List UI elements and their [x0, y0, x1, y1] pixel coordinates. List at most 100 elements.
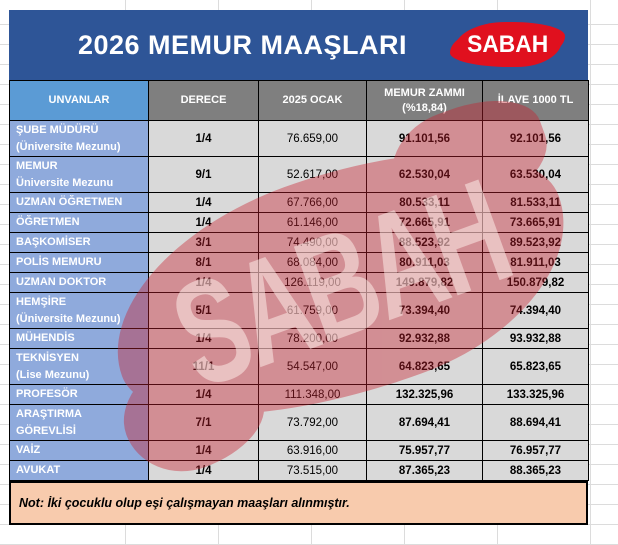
ilave-1000-cell[interactable]: 81.911,03 [482, 252, 589, 273]
table-row: ÖĞRETMEN 1/4 61.146,00 72.665,91 73.665,… [9, 212, 589, 233]
ilave-1000-cell[interactable]: 88.365,23 [482, 460, 589, 481]
memur-zammi-cell[interactable]: 72.665,91 [366, 212, 483, 233]
ilave-1000-cell[interactable]: 81.533,11 [482, 192, 589, 213]
derece-cell[interactable]: 1/4 [148, 440, 259, 461]
ilave-1000-cell[interactable]: 76.957,77 [482, 440, 589, 461]
derece-cell[interactable]: 1/4 [148, 120, 259, 157]
unvan-cell[interactable]: ŞUBE MÜDÜRÜ (Üniversite Mezunu) [9, 120, 149, 157]
memur-zammi-cell[interactable]: 62.530,04 [366, 156, 483, 193]
memur-zammi-cell[interactable]: 80.533,11 [366, 192, 483, 213]
table-row: ŞUBE MÜDÜRÜ (Üniversite Mezunu) 1/4 76.6… [9, 120, 589, 157]
ilave-1000-cell[interactable]: 133.325,96 [482, 384, 589, 405]
table-row: VAİZ 1/4 63.916,00 75.957,77 76.957,77 [9, 440, 589, 461]
ocak-2025-cell[interactable]: 63.916,00 [258, 440, 367, 461]
memur-zammi-cell[interactable]: 91.101,56 [366, 120, 483, 157]
ocak-2025-cell[interactable]: 67.766,00 [258, 192, 367, 213]
memur-zammi-cell[interactable]: 80.911,03 [366, 252, 483, 273]
memur-zammi-cell[interactable]: 87.694,41 [366, 404, 483, 441]
table-row: ARAŞTIRMA GÖREVLİSİ 7/1 73.792,00 87.694… [9, 404, 589, 441]
ocak-2025-cell[interactable]: 76.659,00 [258, 120, 367, 157]
ilave-1000-cell[interactable]: 93.932,88 [482, 328, 589, 349]
column-header-2025-ocak[interactable]: 2025 OCAK [258, 80, 367, 121]
derece-cell[interactable]: 1/4 [148, 192, 259, 213]
table-row: MÜHENDİS 1/4 78.200,00 92.932,88 93.932,… [9, 328, 589, 349]
table-head-row: UNVANLAR DERECE 2025 OCAK MEMUR ZAMMI (%… [9, 80, 589, 121]
column-header-derece[interactable]: DERECE [148, 80, 259, 121]
memur-zammi-cell[interactable]: 92.932,88 [366, 328, 483, 349]
memur-zammi-cell[interactable]: 149.879,82 [366, 272, 483, 293]
memur-zammi-cell[interactable]: 132.325,96 [366, 384, 483, 405]
ocak-2025-cell[interactable]: 74.490,00 [258, 232, 367, 253]
unvan-cell[interactable]: UZMAN ÖĞRETMEN [9, 192, 149, 213]
unvan-cell[interactable]: AVUKAT [9, 460, 149, 481]
table-row: UZMAN DOKTOR 1/4 126.119,00 149.879,82 1… [9, 272, 589, 293]
ilave-1000-cell[interactable]: 65.823,65 [482, 348, 589, 385]
ocak-2025-cell[interactable]: 126.119,00 [258, 272, 367, 293]
derece-cell[interactable]: 1/4 [148, 212, 259, 233]
column-header-memur-zammi[interactable]: MEMUR ZAMMI (%18,84) [366, 80, 483, 121]
table-row: BAŞKOMİSER 3/1 74.490,00 88.523,92 89.52… [9, 232, 589, 253]
salary-sheet: 2026 MEMUR MAAŞLARI SABAH UNVANLAR DEREC… [9, 10, 589, 525]
ilave-1000-cell[interactable]: 63.530,04 [482, 156, 589, 193]
derece-cell[interactable]: 1/4 [148, 384, 259, 405]
derece-cell[interactable]: 1/4 [148, 328, 259, 349]
column-header-unvanlar[interactable]: UNVANLAR [9, 80, 149, 121]
derece-cell[interactable]: 7/1 [148, 404, 259, 441]
memur-zammi-cell[interactable]: 73.394,40 [366, 292, 483, 329]
unvan-cell[interactable]: ARAŞTIRMA GÖREVLİSİ [9, 404, 149, 441]
unvan-cell[interactable]: POLİS MEMURU [9, 252, 149, 273]
unvan-cell[interactable]: ÖĞRETMEN [9, 212, 149, 233]
memur-zammi-cell[interactable]: 64.823,65 [366, 348, 483, 385]
page-title: 2026 MEMUR MAAŞLARI [77, 29, 408, 60]
table-row: TEKNİSYEN (Lise Mezunu) 11/1 54.547,00 6… [9, 348, 589, 385]
table-row: POLİS MEMURU 8/1 68.084,00 80.911,03 81.… [9, 252, 589, 273]
sabah-logo-splatter-icon [454, 22, 562, 67]
ocak-2025-cell[interactable]: 61.759,00 [258, 292, 367, 329]
salary-table: UNVANLAR DERECE 2025 OCAK MEMUR ZAMMI (%… [9, 80, 589, 481]
memur-zammi-cell[interactable]: 75.957,77 [366, 440, 483, 461]
derece-cell[interactable]: 1/4 [148, 272, 259, 293]
unvan-cell[interactable]: VAİZ [9, 440, 149, 461]
table-row: MEMUR Üniversite Mezunu 9/1 52.617,00 62… [9, 156, 589, 193]
ilave-1000-cell[interactable]: 150.879,82 [482, 272, 589, 293]
unvan-cell[interactable]: TEKNİSYEN (Lise Mezunu) [9, 348, 149, 385]
ocak-2025-cell[interactable]: 68.084,00 [258, 252, 367, 273]
derece-cell[interactable]: 5/1 [148, 292, 259, 329]
ilave-1000-cell[interactable]: 73.665,91 [482, 212, 589, 233]
derece-cell[interactable]: 1/4 [148, 460, 259, 481]
table-row: PROFESÖR 1/4 111.348,00 132.325,96 133.3… [9, 384, 589, 405]
sabah-logo-text: SABAH [467, 30, 549, 58]
unvan-cell[interactable]: MEMUR Üniversite Mezunu [9, 156, 149, 193]
table-row: HEMŞİRE (Üniversite Mezunu) 5/1 61.759,0… [9, 292, 589, 329]
sabah-logo: SABAH [454, 22, 562, 67]
ocak-2025-cell[interactable]: 73.792,00 [258, 404, 367, 441]
derece-cell[interactable]: 11/1 [148, 348, 259, 385]
ilave-1000-cell[interactable]: 88.694,41 [482, 404, 589, 441]
note-cell[interactable]: Not: İki çocuklu olup eşi çalışmayan maa… [9, 481, 588, 525]
ilave-1000-cell[interactable]: 89.523,92 [482, 232, 589, 253]
unvan-cell[interactable]: MÜHENDİS [9, 328, 149, 349]
ocak-2025-cell[interactable]: 73.515,00 [258, 460, 367, 481]
derece-cell[interactable]: 3/1 [148, 232, 259, 253]
unvan-cell[interactable]: PROFESÖR [9, 384, 149, 405]
column-header-ilave-1000-tl[interactable]: İLAVE 1000 TL [482, 80, 589, 121]
unvan-cell[interactable]: HEMŞİRE (Üniversite Mezunu) [9, 292, 149, 329]
ocak-2025-cell[interactable]: 54.547,00 [258, 348, 367, 385]
derece-cell[interactable]: 9/1 [148, 156, 259, 193]
ocak-2025-cell[interactable]: 111.348,00 [258, 384, 367, 405]
ilave-1000-cell[interactable]: 74.394,40 [482, 292, 589, 329]
unvan-cell[interactable]: UZMAN DOKTOR [9, 272, 149, 293]
table-row: UZMAN ÖĞRETMEN 1/4 67.766,00 80.533,11 8… [9, 192, 589, 213]
table-body: ŞUBE MÜDÜRÜ (Üniversite Mezunu) 1/4 76.6… [9, 120, 589, 481]
ocak-2025-cell[interactable]: 61.146,00 [258, 212, 367, 233]
memur-zammi-cell[interactable]: 87.365,23 [366, 460, 483, 481]
ilave-1000-cell[interactable]: 92.101,56 [482, 120, 589, 157]
title-bar: 2026 MEMUR MAAŞLARI SABAH [9, 10, 588, 80]
derece-cell[interactable]: 8/1 [148, 252, 259, 273]
unvan-cell[interactable]: BAŞKOMİSER [9, 232, 149, 253]
ocak-2025-cell[interactable]: 52.617,00 [258, 156, 367, 193]
memur-zammi-cell[interactable]: 88.523,92 [366, 232, 483, 253]
table-row: AVUKAT 1/4 73.515,00 87.365,23 88.365,23 [9, 460, 589, 481]
ocak-2025-cell[interactable]: 78.200,00 [258, 328, 367, 349]
